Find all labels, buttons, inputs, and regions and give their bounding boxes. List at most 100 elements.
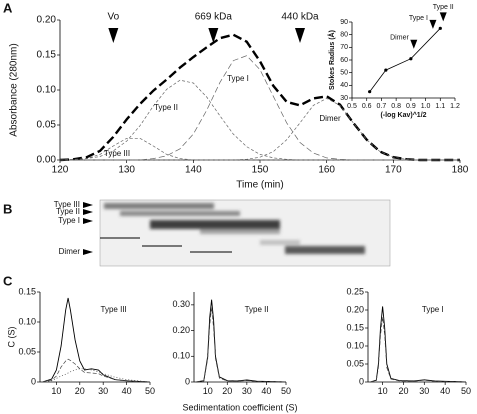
y-axis-label: C (S)	[6, 327, 16, 348]
data-line	[42, 368, 151, 383]
x-tick-label: 50	[145, 386, 155, 396]
y-tick-label: 0.10	[18, 316, 36, 326]
gel-label: Type III	[54, 200, 80, 209]
gel-arrow	[83, 249, 93, 255]
x-tick-label: 10	[378, 386, 388, 396]
chart-title: Type II	[245, 305, 269, 314]
x-tick-label: 50	[461, 386, 471, 396]
y-tick-label: 0.20	[346, 304, 364, 314]
data-line	[59, 33, 460, 162]
y-tick-label: 60	[340, 57, 348, 64]
gel	[99, 199, 391, 267]
marker-triangle	[208, 28, 219, 43]
panel-letter: B	[3, 201, 12, 216]
y-tick-label: 0.15	[18, 286, 36, 296]
x-tick-label: 20	[75, 386, 85, 396]
peak-label: Type III	[104, 149, 130, 158]
y-tick-label: 0.30	[172, 299, 190, 309]
y-tick-label: 0.10	[37, 85, 57, 96]
marker-triangle	[295, 28, 305, 43]
gel-arrow	[83, 202, 93, 208]
y-tick-label: 70	[340, 44, 348, 51]
chart-title: Type III	[101, 305, 127, 314]
data-line	[42, 358, 151, 383]
data-line	[59, 79, 460, 161]
data-line	[42, 297, 151, 383]
x-tick-label: 30	[98, 386, 108, 396]
y-tick-label: 0.05	[346, 358, 364, 368]
x-tick-label: 170	[385, 165, 402, 176]
x-axis-label: Time (min)	[236, 180, 283, 191]
x-tick-label: 30	[242, 386, 252, 396]
data-line	[60, 137, 460, 161]
y-axis-label: Absorbance (280nm)	[9, 43, 20, 136]
panel-letter: C	[3, 273, 13, 288]
x-axis-label: (-log Kav)^1/2	[380, 111, 426, 119]
x-tick-label: 20	[222, 386, 232, 396]
y-tick-label: 80	[340, 32, 348, 39]
y-tick-label: 0.05	[18, 346, 36, 356]
x-tick-label: 160	[318, 165, 335, 176]
x-tick-label: 0.8	[391, 103, 401, 110]
panel-letter: A	[3, 0, 13, 15]
x-tick-label: 40	[440, 386, 450, 396]
gel-label: Dimer	[59, 247, 81, 256]
x-tick-label: 1.2	[450, 103, 460, 110]
marker-triangle	[429, 19, 437, 29]
peak-label: Dimer	[319, 114, 341, 123]
chart-title: Type I	[422, 305, 444, 314]
data-point	[409, 57, 413, 61]
y-tick-label: 0.05	[37, 120, 57, 131]
x-tick-label: 0.5	[347, 103, 357, 110]
y-tick-label: 0.10	[346, 340, 364, 350]
x-tick-label: 150	[252, 165, 269, 176]
data-point	[438, 26, 442, 30]
data-line	[195, 307, 286, 383]
y-tick-label: 0.15	[37, 50, 57, 61]
y-tick-label: 0	[359, 376, 364, 386]
y-tick-label: 90	[340, 19, 348, 26]
data-line	[369, 306, 467, 383]
gel-arrow	[83, 209, 93, 215]
x-tick-label: 20	[398, 386, 408, 396]
marker-label: Type II	[433, 4, 454, 11]
gel-label: Type II	[56, 207, 80, 216]
peak-label: Type I	[227, 74, 249, 83]
x-tick-label: 40	[122, 386, 132, 396]
y-tick-label: 0	[185, 376, 190, 386]
gel-label: Type I	[58, 216, 80, 225]
gel-bands	[104, 203, 365, 254]
y-tick-label: 50	[340, 70, 348, 77]
marker-triangle	[108, 28, 119, 43]
x-tick-label: 0.7	[377, 103, 387, 110]
marker-triangle	[439, 12, 447, 22]
y-axis-label: Stokes Radius (Å)	[327, 30, 336, 90]
data-point	[368, 90, 372, 94]
y-tick-label: 0.10	[172, 351, 190, 361]
data-line	[369, 28, 441, 92]
y-tick-label: 40	[340, 82, 348, 89]
y-tick-label: 0.25	[346, 286, 364, 296]
x-tick-label: 50	[281, 386, 291, 396]
x-tick-label: 40	[261, 386, 271, 396]
peak-label: Type II	[154, 103, 178, 112]
marker-label: 669 kDa	[195, 12, 233, 23]
data-point	[384, 68, 388, 72]
x-tick-label: 10	[203, 386, 213, 396]
data-line	[370, 317, 466, 383]
x-tick-label: 1.0	[421, 103, 431, 110]
marker-label: Dimer	[390, 35, 409, 42]
marker-label: Type I	[409, 15, 428, 22]
x-tick-label: 140	[185, 165, 202, 176]
y-tick-label: 0	[31, 376, 36, 386]
y-tick-label: 0.15	[346, 322, 364, 332]
y-tick-label: 0.20	[172, 325, 190, 335]
x-tick-label: 180	[452, 165, 469, 176]
data-line	[60, 98, 460, 161]
x-tick-label: 130	[118, 165, 135, 176]
marker-label: 440 kDa	[281, 12, 319, 23]
x-tick-label: 0.6	[362, 103, 372, 110]
y-tick-label: 30	[340, 95, 348, 102]
marker-label: Vo	[107, 12, 119, 23]
